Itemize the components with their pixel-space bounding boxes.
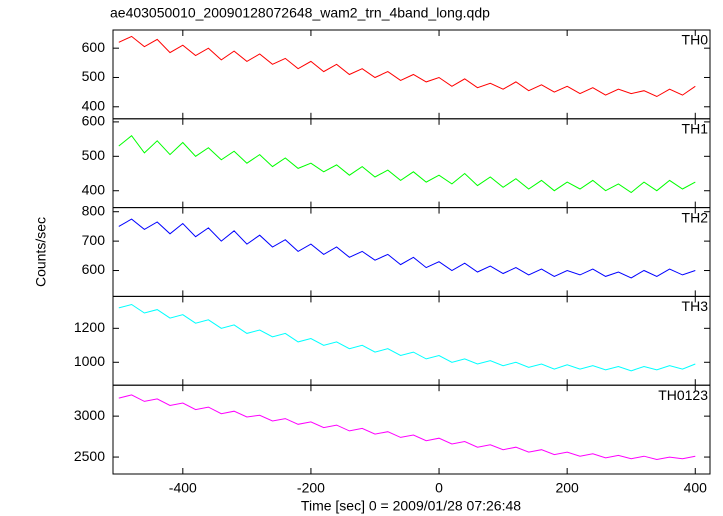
y-tick-label: 400 <box>82 97 106 113</box>
x-tick-label: 200 <box>555 480 579 496</box>
data-line <box>118 134 696 194</box>
y-tick-label: 500 <box>82 68 106 84</box>
y-tick-label: 600 <box>82 113 106 129</box>
y-tick-label: 600 <box>82 261 106 277</box>
panel-frame <box>112 384 711 475</box>
y-tick-label: 3000 <box>74 407 105 423</box>
x-tick-label: -400 <box>169 480 197 496</box>
panel-label: TH2 <box>682 209 709 225</box>
x-tick-label: 0 <box>435 480 443 496</box>
y-tick-label: 1200 <box>74 319 105 335</box>
y-tick-label: 2500 <box>74 448 105 464</box>
y-tick-label: 1000 <box>74 353 105 369</box>
x-axis-label: Time [sec] 0 = 2009/01/28 07:26:48 <box>301 498 521 514</box>
data-line <box>118 394 696 461</box>
data-line <box>118 35 696 98</box>
panel-label: TH0123 <box>658 387 708 403</box>
y-tick-label: 400 <box>82 181 106 197</box>
y-tick-label: 800 <box>82 202 106 218</box>
x-tick-label: 400 <box>684 480 708 496</box>
y-axis-label: Counts/sec <box>33 217 49 287</box>
data-line <box>118 303 696 372</box>
panel-label: TH0 <box>682 32 709 48</box>
y-tick-label: 500 <box>82 147 106 163</box>
y-tick-label: 700 <box>82 232 106 248</box>
data-line <box>118 218 696 279</box>
panel-frame <box>112 207 711 297</box>
y-tick-label: 600 <box>82 39 106 55</box>
panel-label: TH3 <box>682 298 709 314</box>
panel-frame <box>112 118 711 209</box>
panel-frame <box>112 29 711 120</box>
x-tick-label: -200 <box>297 480 325 496</box>
panel-frame <box>112 295 711 386</box>
chart-title: ae403050010_20090128072648_wam2_trn_4ban… <box>110 5 490 21</box>
panel-label: TH1 <box>682 121 709 137</box>
